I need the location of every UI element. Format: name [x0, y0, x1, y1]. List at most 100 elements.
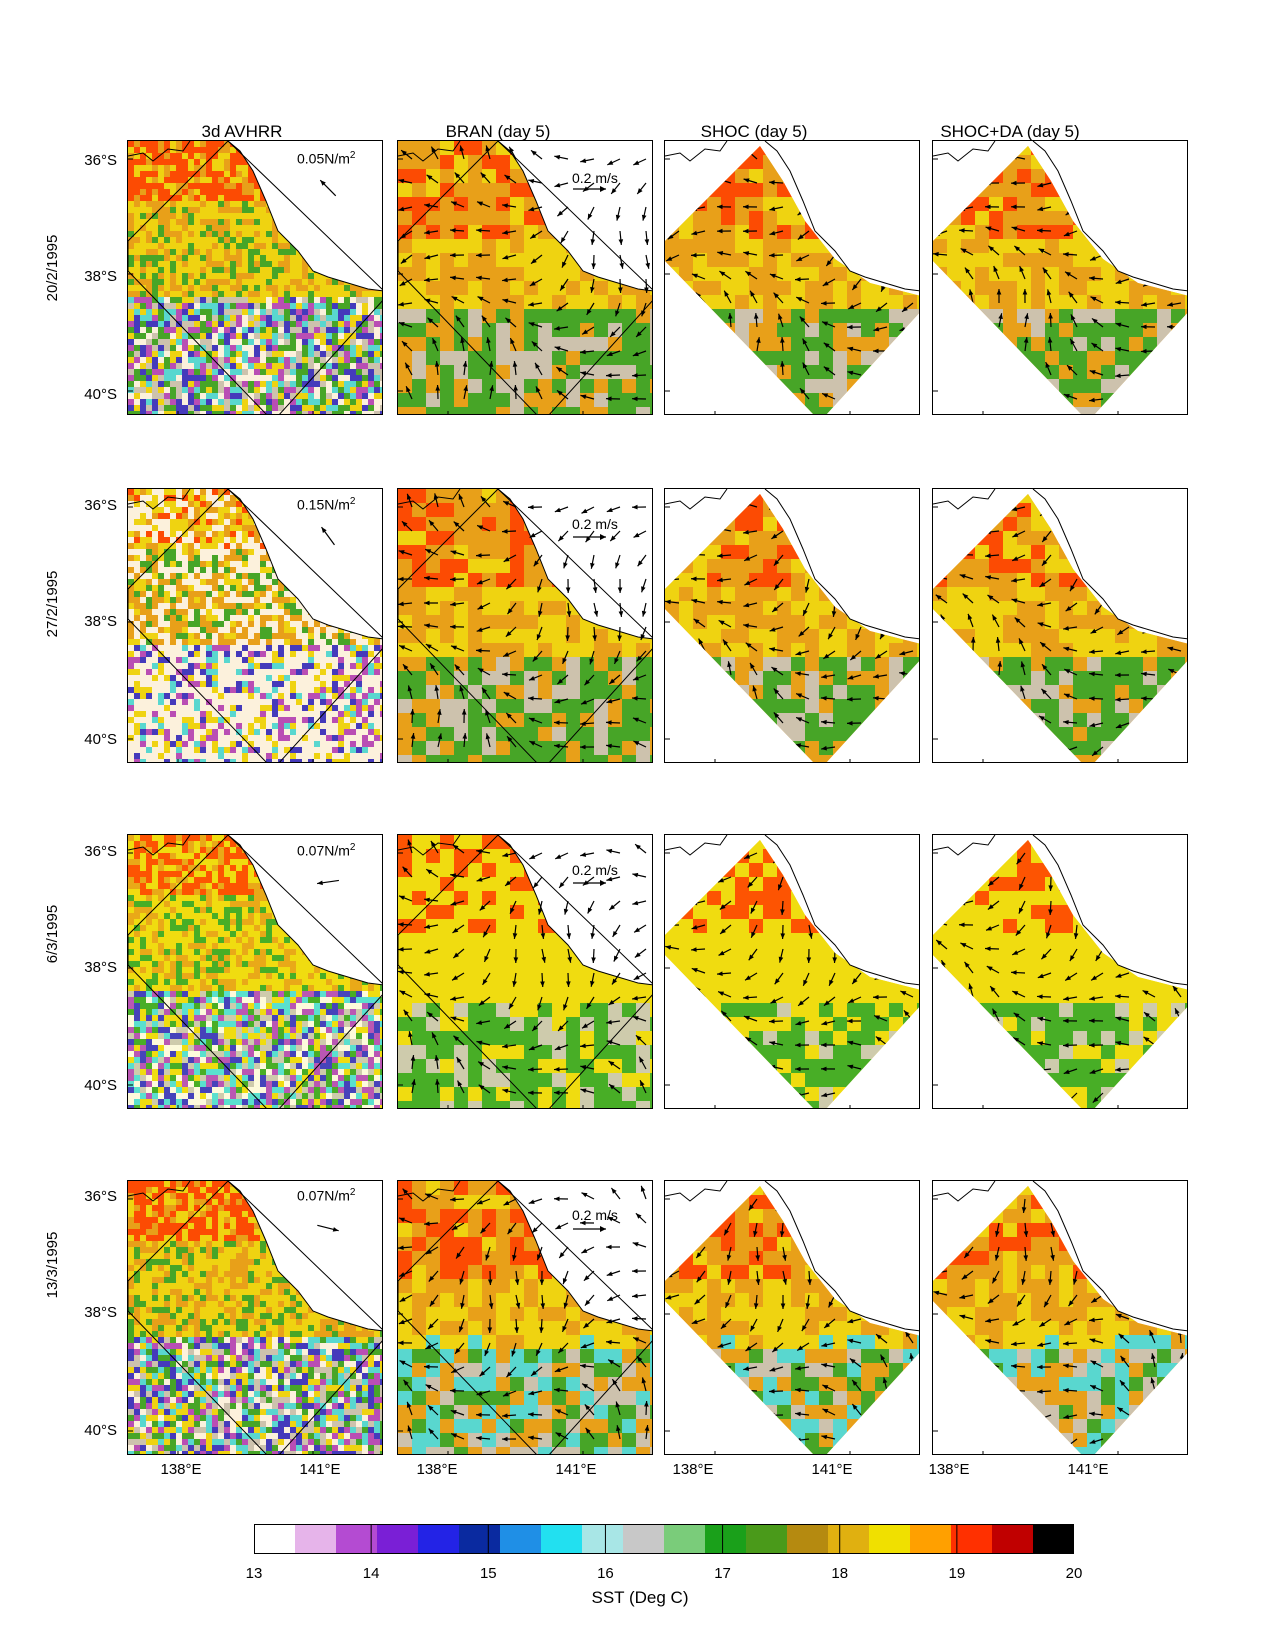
sst-cell	[989, 183, 1003, 197]
sst-cell	[218, 561, 224, 567]
sst-cell	[140, 597, 146, 603]
sst-cell	[212, 189, 218, 195]
sst-cell	[146, 147, 152, 153]
sst-cell	[278, 639, 284, 645]
sst-cell	[194, 603, 200, 609]
sst-cell	[152, 399, 158, 405]
sst-cell	[134, 621, 140, 627]
sst-cell	[889, 337, 903, 351]
sst-cell	[152, 261, 158, 267]
sst-cell	[284, 357, 290, 363]
sst-cell	[1129, 351, 1143, 365]
sst-cell	[356, 639, 362, 645]
sst-cell	[819, 267, 833, 281]
sst-cell	[819, 351, 833, 365]
sst-cell	[1059, 211, 1073, 225]
sst-cell	[176, 231, 182, 237]
sst-cell	[248, 309, 254, 315]
sst-cell	[278, 597, 284, 603]
sst-cell	[538, 365, 552, 379]
sst-cell	[693, 267, 707, 281]
sst-cell	[1073, 295, 1087, 309]
sst-cell	[1129, 365, 1143, 379]
arrow-head	[1047, 337, 1053, 343]
sst-cell	[332, 381, 338, 387]
sst-cell	[332, 333, 338, 339]
sst-cell	[242, 381, 248, 387]
sst-cell	[128, 147, 134, 153]
sst-cell	[679, 281, 693, 295]
sst-cell	[182, 159, 188, 165]
sst-cell	[356, 357, 362, 363]
sst-cell	[200, 621, 206, 627]
sst-cell	[206, 603, 212, 609]
sst-cell	[1087, 309, 1101, 323]
sst-cell	[242, 243, 248, 249]
arrow-head	[802, 338, 808, 345]
sst-cell	[665, 183, 679, 197]
sst-cell	[224, 387, 230, 393]
sst-cell	[889, 393, 903, 407]
sst-cell	[182, 165, 188, 171]
sst-cell	[188, 603, 194, 609]
sst-cell	[146, 609, 152, 615]
sst-cell	[236, 627, 242, 633]
arrow-head	[773, 292, 780, 299]
current-vectors	[398, 145, 650, 402]
sst-cell	[212, 201, 218, 207]
arrow-head	[1063, 231, 1070, 237]
sst-cell	[236, 267, 242, 273]
sst-cell	[1059, 351, 1073, 365]
sst-cell	[284, 333, 290, 339]
sst-cell	[182, 297, 188, 303]
sst-cell	[272, 621, 278, 627]
sst-cell	[128, 159, 134, 165]
sst-cell	[1059, 323, 1073, 337]
sst-cell	[735, 295, 749, 309]
sst-cell	[1157, 337, 1171, 351]
sst-cell	[260, 387, 266, 393]
arrow-head	[933, 251, 939, 257]
sst-cell	[296, 405, 302, 411]
sst-cell	[1101, 295, 1115, 309]
sst-cell	[278, 585, 284, 591]
sst-cell	[749, 155, 763, 169]
sst-cell	[777, 169, 791, 183]
sst-cell	[188, 297, 194, 303]
sst-cell	[735, 337, 749, 351]
sst-cell	[272, 339, 278, 345]
sst-cell	[833, 407, 847, 414]
sst-cell	[320, 633, 326, 639]
sst-cell	[230, 501, 236, 507]
sst-cell	[1045, 379, 1059, 393]
sst-cell	[805, 365, 819, 379]
sst-cell	[248, 177, 254, 183]
sst-cell	[200, 213, 206, 219]
sst-cell	[636, 309, 650, 323]
sst-cell	[140, 639, 146, 645]
arrow-head	[1063, 252, 1069, 257]
sst-cell	[152, 189, 158, 195]
sst-cell	[170, 537, 176, 543]
sst-cell	[1171, 407, 1185, 414]
sst-cell	[254, 321, 260, 327]
sst-cell	[140, 153, 146, 159]
sst-cell	[152, 573, 158, 579]
sst-cell	[889, 365, 903, 379]
sst-cell	[314, 303, 320, 309]
sst-cell	[284, 321, 290, 327]
sst-cell	[200, 249, 206, 255]
sst-cell	[368, 315, 374, 321]
arrow-head	[530, 258, 537, 264]
sst-cell	[128, 345, 134, 351]
sst-cell	[188, 639, 194, 645]
sst-cell	[212, 555, 218, 561]
sst-cell	[128, 279, 134, 285]
arrow-head	[1115, 300, 1121, 305]
sst-cell	[194, 243, 200, 249]
sst-cell	[1073, 393, 1087, 407]
lon-label-141e: 141°E	[1067, 1461, 1109, 1478]
sst-cell	[326, 327, 332, 333]
sst-cell	[284, 399, 290, 405]
sst-cell	[350, 285, 356, 291]
